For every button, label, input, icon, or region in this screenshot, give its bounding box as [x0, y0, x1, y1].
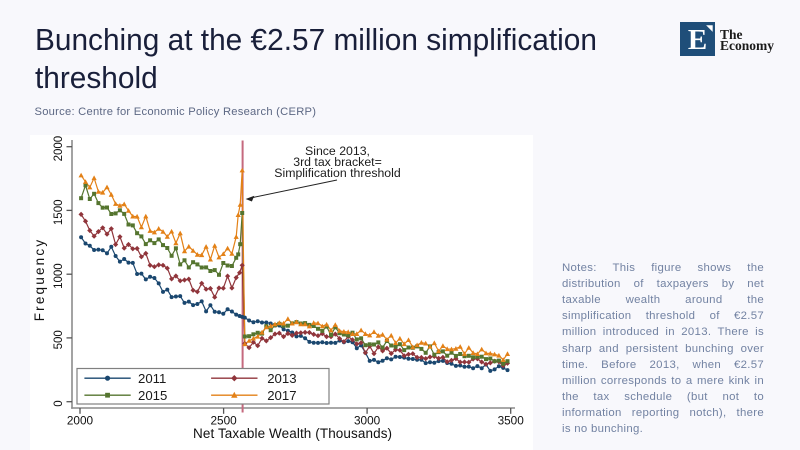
svg-text:3500: 3500: [498, 413, 525, 427]
svg-text:2000: 2000: [67, 413, 94, 427]
svg-text:Since 2013,: Since 2013,: [305, 144, 370, 158]
svg-text:2000: 2000: [53, 136, 65, 162]
svg-text:Net Taxable Wealth (Thousands): Net Taxable Wealth (Thousands): [193, 426, 392, 441]
svg-text:1000: 1000: [53, 263, 65, 289]
svg-text:2015: 2015: [138, 388, 167, 403]
svg-text:2013: 2013: [267, 371, 296, 386]
svg-text:1500: 1500: [53, 200, 65, 226]
svg-text:2017: 2017: [267, 388, 296, 403]
svg-text:Simplification threshold: Simplification threshold: [274, 166, 401, 180]
svg-text:Frequency: Frequency: [32, 238, 47, 322]
svg-text:2500: 2500: [210, 413, 237, 427]
svg-text:500: 500: [53, 330, 65, 349]
svg-text:2011: 2011: [138, 371, 166, 386]
svg-text:3000: 3000: [354, 413, 381, 427]
svg-text:0: 0: [53, 400, 65, 406]
svg-text:3rd tax bracket=: 3rd tax bracket=: [293, 155, 382, 169]
